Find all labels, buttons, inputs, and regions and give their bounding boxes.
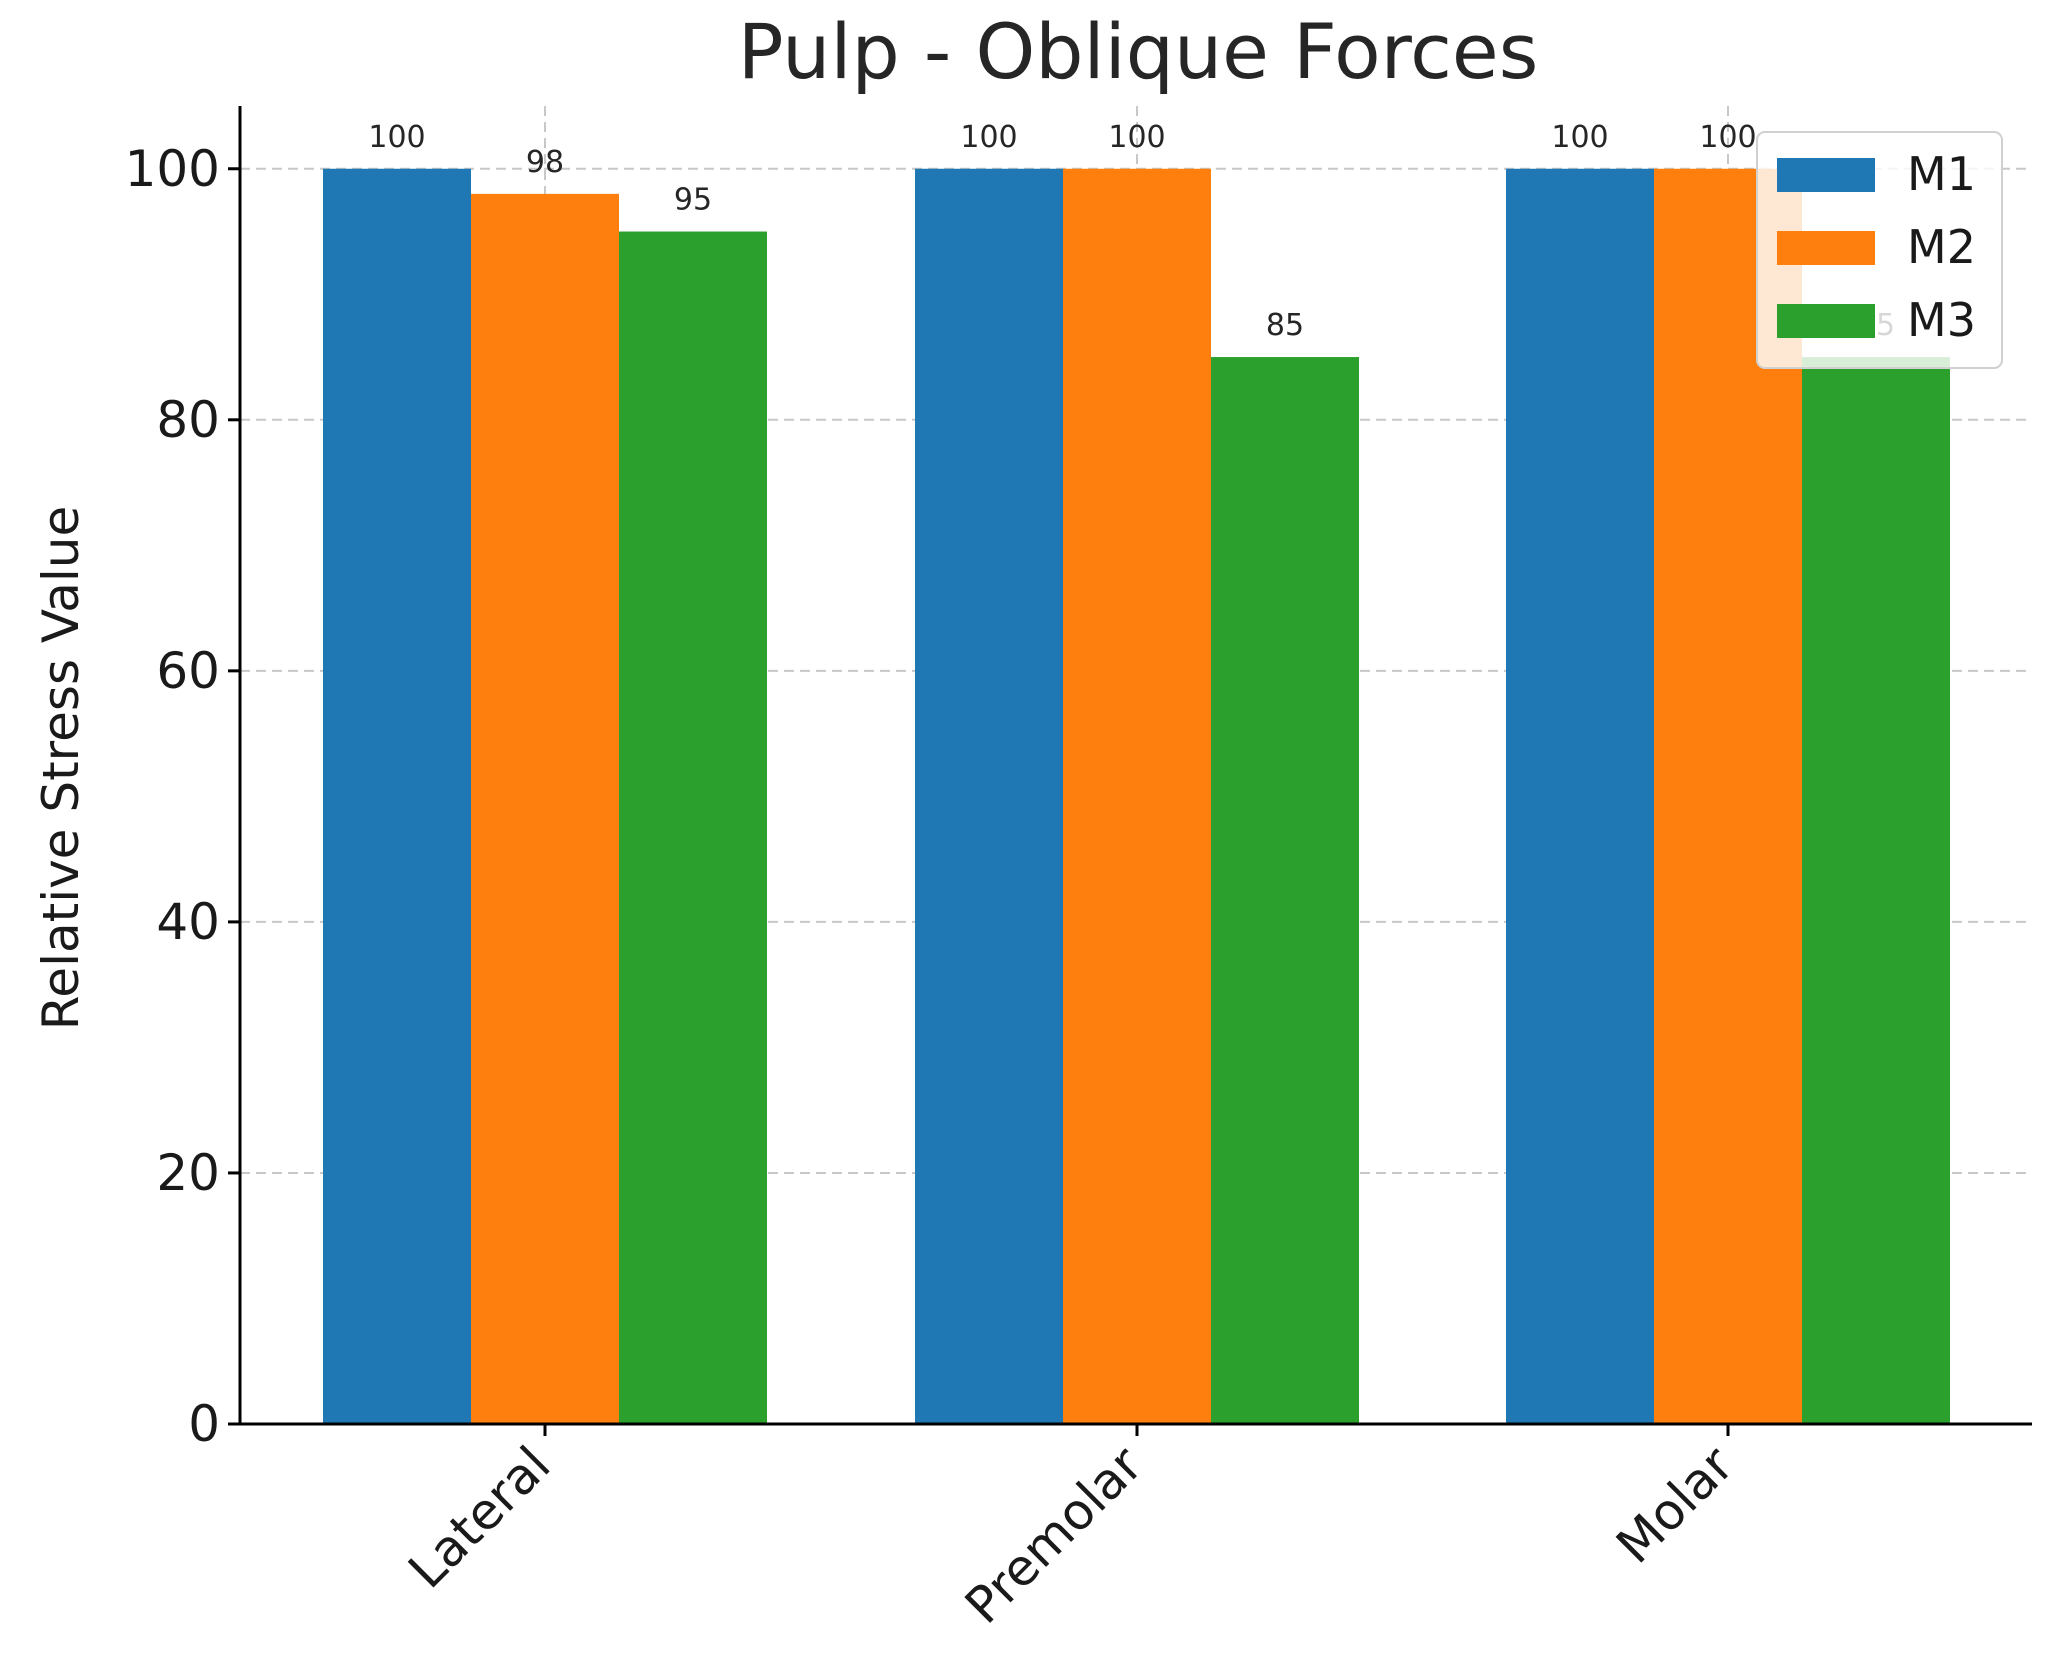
bars bbox=[323, 168, 1950, 1424]
legend-label-m2: M2 bbox=[1907, 220, 1976, 274]
x-tick-label: Molar bbox=[1605, 1435, 1744, 1574]
y-axis-label: Relative Stress Value bbox=[32, 506, 90, 1030]
chart-title: Pulp - Oblique Forces bbox=[738, 7, 1539, 96]
bar-m1-lateral bbox=[323, 168, 471, 1424]
bar-value-labels: 10098951001008510010085 bbox=[368, 120, 1895, 343]
bar-m3-molar bbox=[1802, 357, 1950, 1424]
legend: M1 M2 M3 bbox=[1756, 131, 2003, 369]
y-tick-label: 100 bbox=[125, 140, 220, 198]
legend-swatch-m2 bbox=[1777, 231, 1875, 265]
legend-swatch-m3 bbox=[1777, 304, 1875, 338]
bar-m1-premolar bbox=[915, 168, 1063, 1424]
x-tick-label: Lateral bbox=[397, 1435, 561, 1599]
bar-value-label: 100 bbox=[368, 120, 425, 155]
bar-value-label: 100 bbox=[1551, 120, 1608, 155]
y-tick-label: 0 bbox=[188, 1395, 220, 1453]
bar-value-label: 100 bbox=[1699, 120, 1756, 155]
legend-swatch-m1 bbox=[1777, 158, 1875, 192]
y-tick-label: 80 bbox=[156, 391, 220, 449]
bar-value-label: 85 bbox=[1266, 308, 1304, 343]
bar-m1-molar bbox=[1506, 168, 1654, 1424]
y-tick-label: 40 bbox=[156, 893, 220, 951]
axes bbox=[228, 106, 2032, 1436]
bar-m2-premolar bbox=[1063, 168, 1211, 1424]
y-tick-label: 20 bbox=[156, 1144, 220, 1202]
bar-value-label: 100 bbox=[1108, 120, 1165, 155]
bar-m3-premolar bbox=[1211, 357, 1359, 1424]
bar-m2-lateral bbox=[471, 193, 619, 1424]
bar-m2-molar bbox=[1654, 168, 1802, 1424]
bar-m3-lateral bbox=[619, 231, 767, 1424]
legend-label-m1: M1 bbox=[1907, 147, 1976, 201]
bar-value-label: 98 bbox=[526, 145, 564, 180]
legend-label-m3: M3 bbox=[1907, 293, 1976, 347]
x-tick-label: Premolar bbox=[954, 1435, 1154, 1635]
y-tick-label: 60 bbox=[156, 642, 220, 700]
bar-value-label: 95 bbox=[674, 183, 712, 218]
bar-value-label: 100 bbox=[960, 120, 1017, 155]
